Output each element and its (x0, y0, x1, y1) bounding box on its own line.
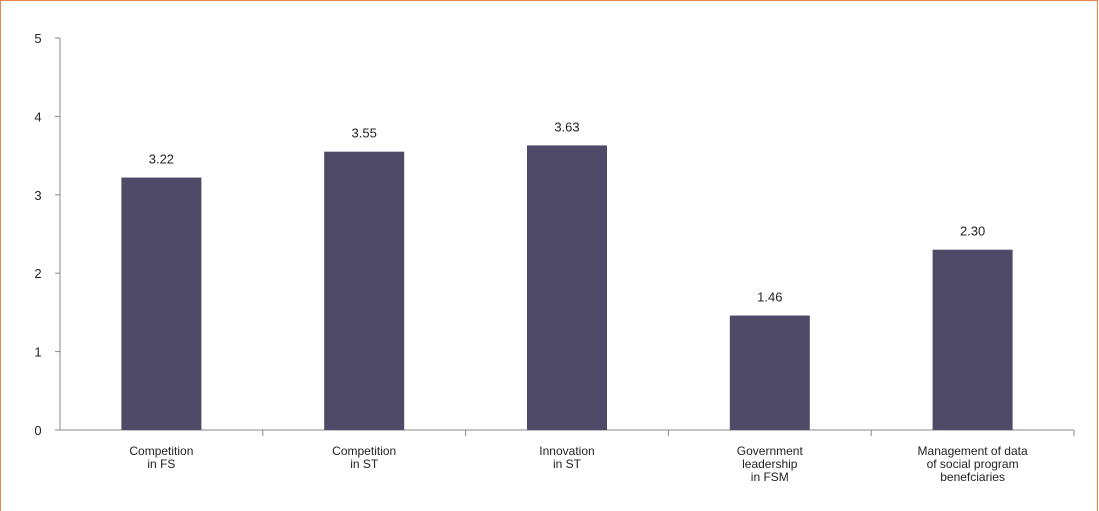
x-category-label: Management of data of social program benef… (918, 444, 1028, 484)
y-tick-label: 1 (34, 345, 41, 360)
bar (121, 177, 202, 430)
y-tick-label: 0 (34, 423, 41, 438)
y-tick-label: 3 (34, 188, 41, 203)
bar-value-label: 3.55 (352, 126, 377, 141)
y-tick-label: 4 (34, 109, 41, 124)
bar-value-label: 3.22 (149, 152, 174, 167)
bar (729, 315, 810, 430)
bar (324, 151, 405, 430)
y-tick-label: 2 (34, 266, 41, 281)
bar-value-label: 2.30 (960, 224, 985, 239)
bar-value-label: 3.63 (554, 119, 579, 134)
x-category-label: Competition in FS (129, 444, 193, 471)
bar (527, 145, 607, 430)
x-category-label: Innovation in ST (539, 444, 594, 471)
x-category-label: Competition in ST (332, 444, 396, 471)
x-category-label: Government leadership in FSM (737, 444, 804, 484)
bar (932, 249, 1013, 430)
bar-value-label: 1.46 (757, 290, 782, 305)
y-tick-label: 5 (34, 31, 41, 46)
